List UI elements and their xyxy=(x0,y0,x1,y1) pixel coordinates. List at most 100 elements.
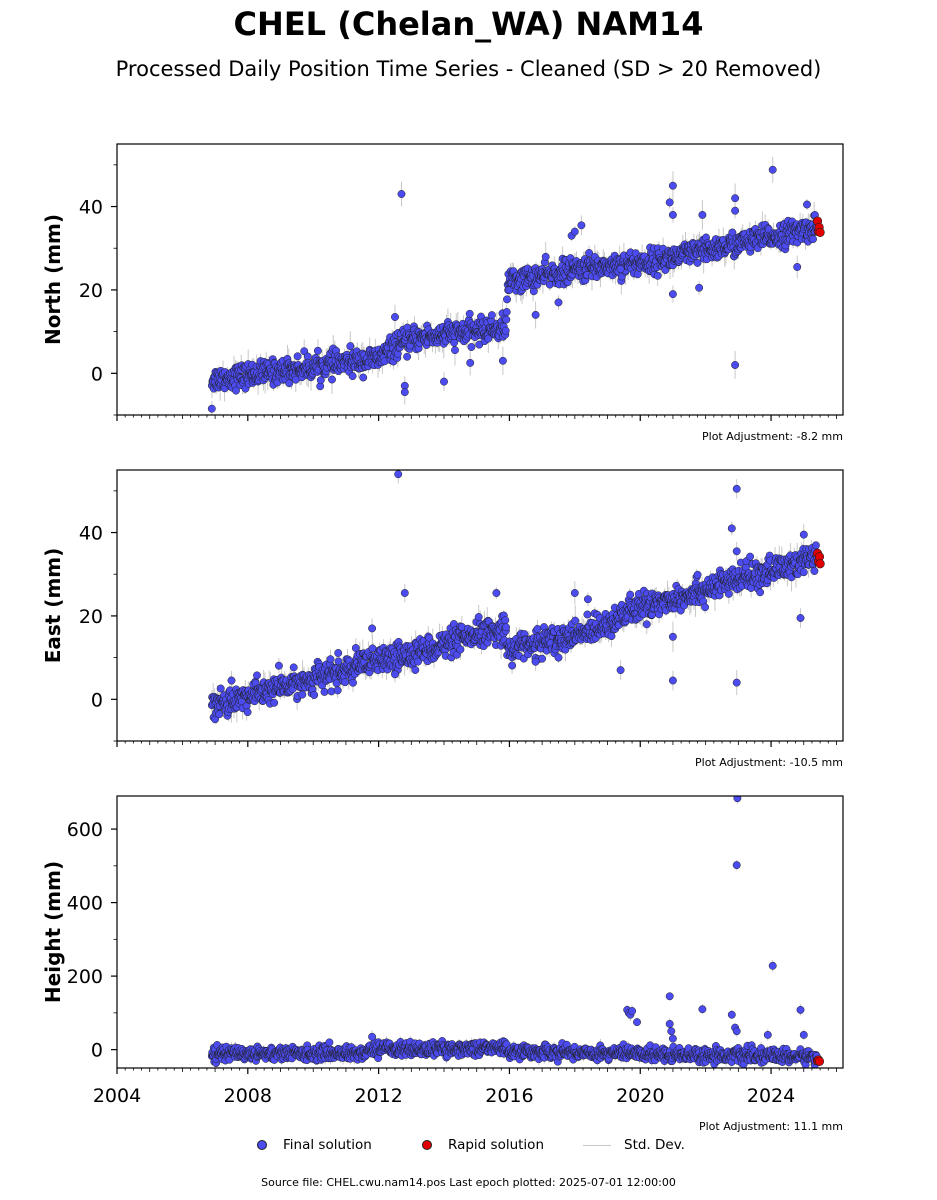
panel-east: 0 20 40 East (mm) Plot Adjustment: -10.5 mm xyxy=(41,469,844,769)
final-point xyxy=(732,678,741,687)
final-point xyxy=(487,311,496,320)
final-point xyxy=(693,258,702,267)
final-points xyxy=(207,165,821,413)
final-point xyxy=(810,567,819,575)
final-point xyxy=(577,221,586,230)
final-point xyxy=(328,375,336,384)
final-point xyxy=(216,684,225,693)
final-point xyxy=(298,690,307,699)
rapid-points xyxy=(812,216,825,237)
final-point xyxy=(731,361,740,369)
final-point xyxy=(351,644,360,652)
y-tick-label: 40 xyxy=(79,197,103,219)
final-point xyxy=(310,691,319,699)
final-point xyxy=(626,590,635,599)
final-point xyxy=(215,710,224,719)
final-point xyxy=(391,313,399,321)
final-point xyxy=(320,687,329,696)
panel-north: 0 20 40 North (mm) Plot Adjustment: -8.2 mm xyxy=(41,143,844,443)
final-point xyxy=(728,228,737,237)
final-point xyxy=(583,595,592,604)
final-point xyxy=(803,200,811,209)
final-point xyxy=(541,252,550,261)
final-point xyxy=(607,632,616,641)
final-point xyxy=(665,198,674,207)
final-point xyxy=(227,676,236,685)
y-axis-ticks xyxy=(111,490,117,742)
final-point xyxy=(333,686,342,695)
final-point xyxy=(571,616,580,625)
chart-subtitle: Processed Daily Position Time Series - C… xyxy=(115,57,822,81)
final-point xyxy=(554,653,563,662)
final-point xyxy=(325,1038,334,1047)
final-point xyxy=(502,308,511,316)
final-point xyxy=(341,678,350,687)
final-point xyxy=(668,676,677,685)
final-point xyxy=(695,283,704,292)
final-point xyxy=(693,570,702,579)
x-axis-ticks xyxy=(116,415,837,421)
final-point xyxy=(467,343,476,351)
rapid-point xyxy=(815,227,825,237)
final-point xyxy=(724,589,733,598)
final-point xyxy=(668,181,677,190)
final-point xyxy=(642,620,651,629)
data-area xyxy=(207,156,825,415)
final-point xyxy=(400,589,409,597)
final-point xyxy=(732,484,741,493)
final-point xyxy=(508,661,517,670)
final-point xyxy=(731,206,740,215)
plot-adjustment-label: Plot Adjustment: -8.2 mm xyxy=(702,430,843,443)
y-tick-label: 40 xyxy=(79,523,103,545)
final-points xyxy=(207,470,821,724)
final-point xyxy=(243,708,252,717)
final-point xyxy=(270,698,279,707)
final-point xyxy=(668,210,677,219)
data-area xyxy=(207,470,825,725)
final-point xyxy=(796,614,805,622)
final-point xyxy=(727,524,736,533)
final-point xyxy=(391,670,399,679)
y-axis-label: East (mm) xyxy=(41,548,65,664)
final-point xyxy=(414,657,422,666)
final-point xyxy=(746,552,755,561)
y-tick-label: 20 xyxy=(79,606,103,628)
final-point xyxy=(570,227,579,236)
final-point xyxy=(411,666,420,674)
rapid-points xyxy=(812,548,825,569)
final-point xyxy=(501,326,510,335)
final-point xyxy=(731,194,740,203)
final-point xyxy=(346,342,355,351)
final-point xyxy=(456,645,465,654)
final-point xyxy=(811,541,820,550)
final-point xyxy=(289,663,298,672)
final-point xyxy=(698,210,707,219)
final-point xyxy=(334,649,343,657)
final-point xyxy=(349,678,357,687)
final-point xyxy=(397,190,406,198)
final-points xyxy=(207,796,821,1068)
final-point xyxy=(400,388,409,397)
final-point xyxy=(799,568,808,577)
final-point xyxy=(793,263,802,271)
final-point xyxy=(334,657,343,666)
y-tick-label: 0 xyxy=(91,689,103,711)
final-point xyxy=(809,235,817,244)
final-point xyxy=(368,624,377,633)
final-point xyxy=(585,249,594,257)
y-axis-label: North (mm) xyxy=(41,214,65,345)
final-point xyxy=(285,379,294,388)
final-point xyxy=(701,603,710,612)
data-area xyxy=(207,796,825,1068)
final-point xyxy=(502,315,511,324)
final-point xyxy=(616,666,625,675)
final-point xyxy=(502,623,511,632)
final-point xyxy=(668,632,677,641)
final-point xyxy=(668,290,677,299)
final-point xyxy=(498,356,507,365)
final-point xyxy=(616,265,625,274)
rapid-point xyxy=(815,559,825,569)
final-point xyxy=(768,165,777,174)
